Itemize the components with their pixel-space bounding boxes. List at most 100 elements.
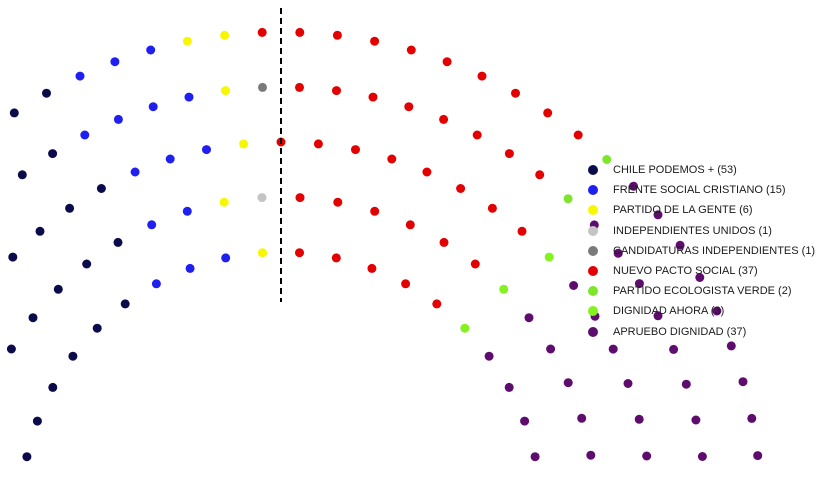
seat [42, 88, 51, 98]
seat [185, 263, 195, 273]
seat [367, 263, 377, 273]
seat [504, 382, 514, 392]
legend-swatch [588, 266, 598, 277]
seat [35, 226, 45, 236]
seat [202, 145, 211, 155]
seat [239, 139, 249, 149]
legend-item: CANDIDATURAS INDEPENDIENTES (1) [588, 241, 815, 261]
seat [28, 313, 38, 323]
seat [563, 194, 573, 204]
legend-label: CHILE PODEMOS + (53) [613, 164, 737, 177]
seat [477, 71, 487, 81]
seat [120, 299, 130, 309]
seat [219, 197, 229, 207]
legend-swatch [588, 205, 598, 216]
seat [333, 197, 343, 207]
legend-item: NUEVO PACTO SOCIAL (37) [588, 261, 815, 281]
seat [331, 253, 341, 263]
seat [184, 92, 194, 102]
legend-label: APRUEBO DIGNIDAD (37) [613, 325, 747, 338]
legend-swatch [588, 306, 598, 317]
seat [32, 416, 42, 426]
legend: CHILE PODEMOS + (53) FRENTE SOCIAL CRISTI… [588, 160, 815, 342]
legend-item: APRUEBO DIGNIDAD (37) [588, 322, 815, 342]
seat [351, 145, 360, 155]
seat [405, 220, 415, 230]
seat [456, 184, 466, 193]
seat [370, 206, 380, 216]
seat [629, 181, 638, 191]
seat [517, 226, 527, 236]
seat [48, 382, 58, 392]
seat [65, 203, 75, 213]
seat [634, 414, 644, 424]
legend-item: PARTIDO DE LA GENTE (6) [588, 200, 815, 220]
legend-swatch [588, 225, 598, 236]
seat [586, 450, 596, 460]
seat [487, 203, 497, 213]
seat [669, 344, 679, 354]
seat [695, 273, 705, 282]
seat [6, 344, 16, 354]
seat [675, 240, 685, 250]
legend-label: PARTIDO DE LA GENTE (6) [613, 204, 753, 217]
seat [691, 415, 701, 425]
seat [148, 102, 158, 112]
seat [221, 86, 230, 96]
legend-swatch [588, 245, 598, 256]
legend-label: INDEPENDIENTES UNIDOS (1) [613, 224, 772, 237]
seat [577, 413, 587, 423]
seat [634, 279, 644, 289]
seat [535, 170, 545, 180]
seat [401, 279, 411, 289]
legend-item: INDEPENDIENTES UNIDOS (1) [588, 221, 815, 241]
seat [96, 184, 106, 193]
seat [653, 210, 663, 220]
seat [472, 130, 482, 140]
seat [110, 57, 120, 67]
seat [295, 248, 304, 258]
seat [546, 344, 556, 354]
seat [623, 379, 633, 388]
seat [113, 114, 123, 124]
seat [258, 82, 267, 92]
seat [130, 167, 140, 177]
seat [544, 252, 554, 262]
seat [653, 311, 663, 321]
seat [697, 452, 707, 461]
seat [165, 154, 175, 164]
seat [113, 237, 123, 247]
seat [681, 379, 691, 389]
seat [332, 86, 341, 96]
seat [712, 306, 722, 316]
seat [257, 27, 267, 37]
seat [75, 71, 85, 81]
seat [182, 36, 192, 46]
seat [147, 220, 157, 230]
seat [368, 92, 378, 102]
seat [484, 351, 494, 361]
seat [613, 248, 623, 258]
seat [313, 139, 323, 149]
seat [80, 130, 90, 140]
legend-label: DIGNIDAD AHORA (3) [613, 305, 725, 318]
seat [432, 299, 442, 309]
seat [504, 149, 514, 159]
seat [470, 259, 480, 269]
seat [543, 108, 553, 118]
seat [9, 108, 19, 118]
seat [220, 30, 230, 40]
legend-label: FRENTE SOCIAL CRISTIANO (15) [613, 184, 786, 197]
seat [295, 27, 305, 37]
seat [370, 36, 380, 46]
seat [257, 193, 267, 203]
seat [726, 341, 736, 351]
legend-label: NUEVO PACTO SOCIAL (37) [613, 265, 758, 278]
seat [48, 149, 58, 159]
legend-swatch [588, 185, 598, 196]
seat [406, 45, 416, 55]
seat [53, 284, 63, 294]
legend-item: CHILE PODEMOS + (53) [588, 160, 815, 180]
seat [182, 206, 192, 216]
